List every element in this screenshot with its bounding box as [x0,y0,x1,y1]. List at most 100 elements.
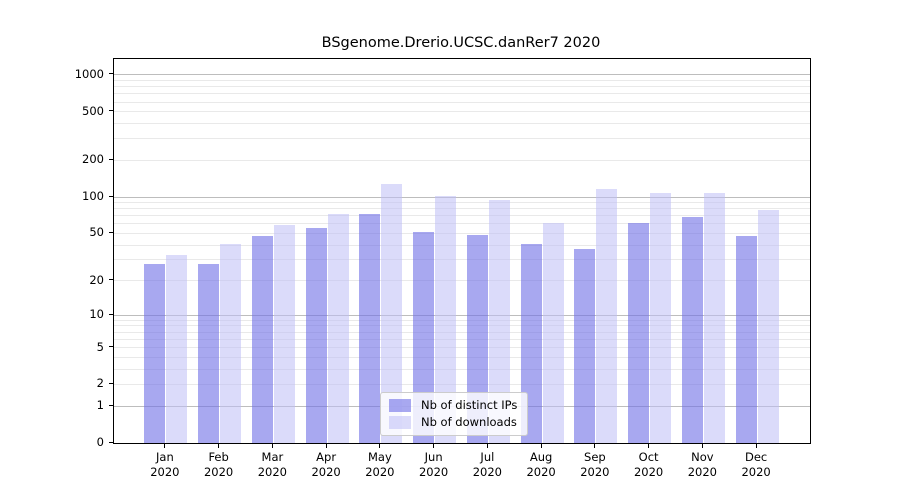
bar-distinct-ips-apr [305,227,327,443]
x-tick-label: Jul 2020 [472,450,503,479]
y-tick-label: 1 [96,398,104,413]
bar-downloads-aug [542,223,564,443]
gridline-minor [114,86,810,88]
gridline-major [114,74,810,76]
bar-downloads-apr [327,214,349,443]
gridline-minor [114,79,810,81]
gridline-minor [114,338,810,340]
gridline-minor [114,368,810,370]
bar-distinct-ips-jan [144,263,166,443]
bar-downloads-jul [488,199,510,443]
gridline-minor [114,111,810,113]
bar-downloads-mar [273,224,295,443]
y-tick-label: 10 [89,307,104,322]
bar-downloads-jun [435,196,457,443]
y-tick-label: 5 [96,339,104,354]
gridline-minor [114,215,810,217]
x-tick-label: Nov 2020 [687,450,718,479]
legend-row-downloads: Nb of downloads [389,415,517,429]
y-tick [109,195,113,197]
y-tick-label: 2 [96,376,104,391]
gridline-minor [114,93,810,95]
bar-downloads-oct [650,193,672,443]
bar-distinct-ips-may [359,213,381,443]
gridline-minor [114,223,810,225]
x-tick [271,444,273,448]
gridline-minor [114,202,810,204]
gridline-major [114,314,810,316]
legend-swatch-distinct-ips [389,398,411,412]
y-tick-label: 20 [89,272,104,287]
y-axis: 1000 500 200 100 50 20 10 5 2 1 0 [0,58,113,449]
bar-downloads-nov [703,193,725,443]
y-tick [109,231,113,233]
y-tick [109,404,113,406]
bar-distinct-ips-jul [466,234,488,443]
x-tick [701,444,703,448]
x-tick-label: May 2020 [365,450,395,479]
x-tick [379,444,381,448]
bar-downloads-dec [757,210,779,443]
x-tick [648,444,650,448]
bar-downloads-jan [166,255,188,443]
bar-downloads-feb [220,243,242,443]
gridline-minor [114,101,810,103]
gridline-minor [114,123,810,125]
bar-downloads-may [381,184,403,443]
x-tick-label: Jun 2020 [418,450,449,479]
x-tick [218,444,220,448]
gridline-minor [114,356,810,358]
y-tick [109,441,113,443]
gridline-minor [114,244,810,246]
legend-label-downloads: Nb of downloads [421,415,517,429]
x-tick-label: Feb 2020 [203,450,234,479]
bar-distinct-ips-sep [574,249,596,443]
bar-distinct-ips-mar [251,235,273,443]
y-tick [109,73,113,75]
bar-distinct-ips-feb [198,263,220,443]
gridline-minor [114,383,810,385]
y-tick [109,382,113,384]
legend-row-distinct-ips: Nb of distinct IPs [389,398,517,412]
bar-distinct-ips-nov [681,217,703,443]
chart-title: BSgenome.Drerio.UCSC.danRer7 2020 [321,35,601,51]
y-tick-label: 0 [96,435,104,449]
x-tick [594,444,596,448]
y-tick-label: 200 [82,152,104,167]
y-tick-label: 500 [82,103,104,118]
x-tick-label: Aug 2020 [526,450,556,479]
gridline-minor [114,232,810,234]
y-tick-label: 50 [89,225,104,240]
gridline-minor [114,138,810,140]
y-tick [109,313,113,315]
bar-downloads-sep [596,188,618,443]
gridline-minor [114,259,810,261]
legend-swatch-downloads [389,415,411,429]
x-tick-label: Sep 2020 [580,450,610,479]
x-tick [325,444,327,448]
x-tick [540,444,542,448]
bar-distinct-ips-oct [628,223,650,443]
gridline-minor [114,280,810,282]
x-axis: Jan 2020 Feb 2020 Mar 2020 Apr 2020 May 2020… [113,444,809,496]
y-tick-label: 100 [82,189,104,204]
gridline-minor [114,347,810,348]
y-tick-label: 1000 [74,66,104,81]
x-tick-label: Mar 2020 [257,450,288,479]
x-tick [164,444,166,448]
legend-label-distinct-ips: Nb of distinct IPs [421,398,518,412]
gridline-minor [114,331,810,333]
gridline-major [114,196,810,198]
x-tick-label: Jan 2020 [150,450,180,479]
gridline-minor [114,159,810,161]
gridline-minor [114,208,810,210]
x-tick [486,444,488,448]
plot-area: Nb of distinct IPs Nb of downloads [113,58,811,444]
x-tick-label: Dec 2020 [741,450,771,479]
legend: Nb of distinct IPs Nb of downloads [380,392,529,436]
x-tick-label: Apr 2020 [311,450,341,479]
gridline-minor [114,325,810,327]
bar-distinct-ips-jun [413,232,435,443]
y-tick [109,110,113,112]
